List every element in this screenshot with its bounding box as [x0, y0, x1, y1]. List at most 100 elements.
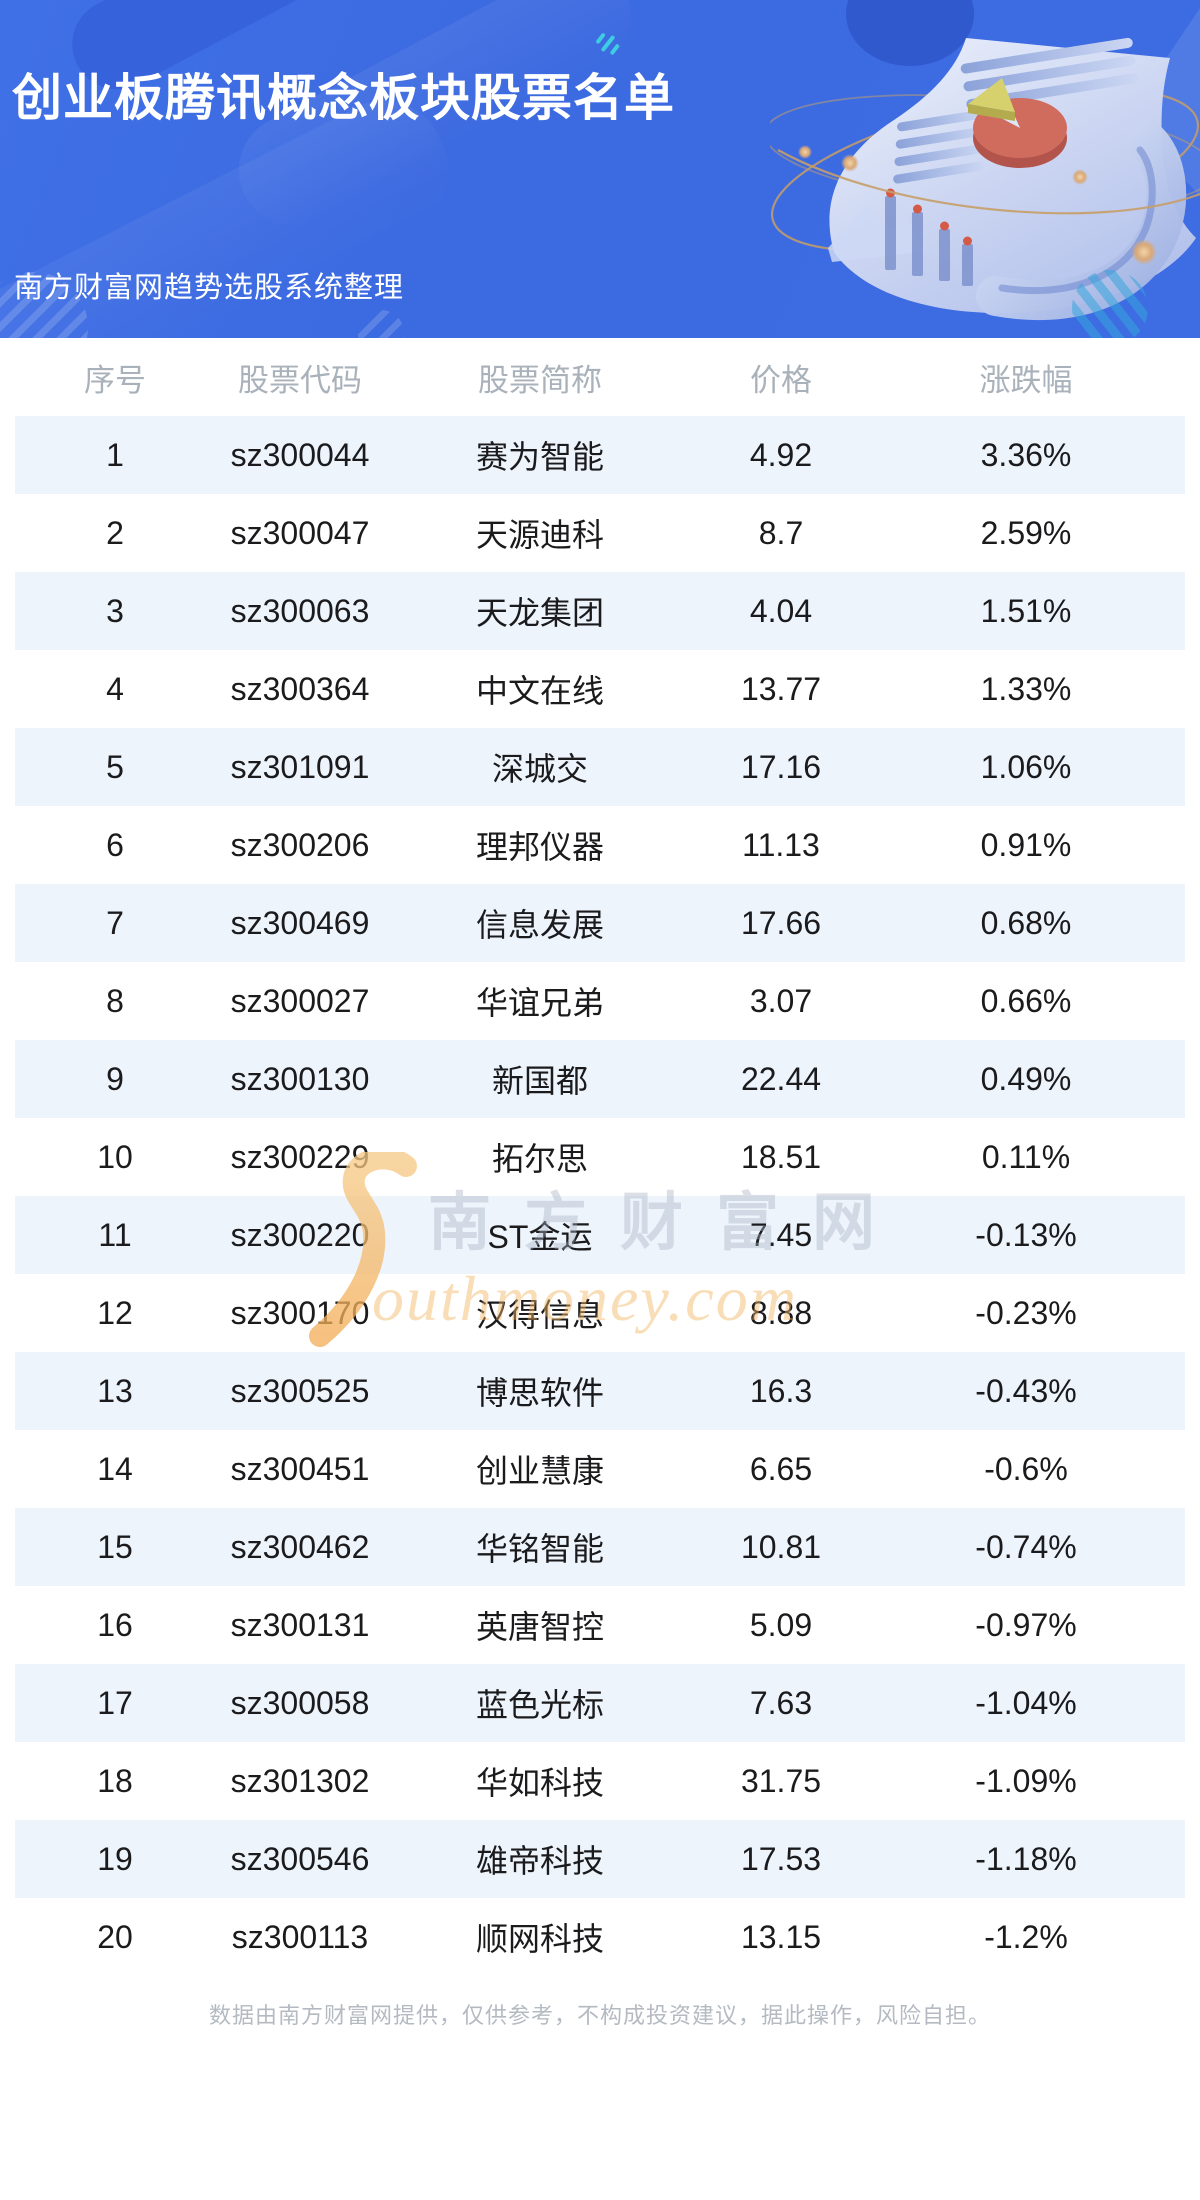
stock-name-cell: 华如科技: [475, 1765, 604, 1801]
stock-name-cell: 天龙集团: [475, 595, 604, 631]
stock-name-cell: 天源迪科: [475, 517, 604, 553]
price-cell: 31.75: [740, 1762, 822, 1799]
row-index-cell: 20: [97, 1918, 133, 1955]
row-index-cell: 12: [97, 1294, 133, 1331]
stock-code-cell: sz300130: [230, 1060, 370, 1097]
price-cell: 18.51: [740, 1138, 822, 1175]
stock-code-cell: sz300220: [230, 1216, 370, 1253]
table-row: 12 sz300170 汉得信息 8.88 -0.23%: [15, 1274, 1185, 1352]
page-title: 创业板腾讯概念板块股票名单: [12, 70, 675, 126]
light-wedge-decor: [1126, 8, 1200, 196]
price-cell: 16.3: [749, 1372, 813, 1409]
change-cell: -1.04%: [975, 1684, 1077, 1721]
table-row: 20 sz300113 顺网科技 13.15 -1.2%: [15, 1898, 1185, 1976]
table-header-row: 序号 股票代码 股票简称 价格 涨跌幅: [15, 338, 1185, 416]
column-header-name: 股票简称: [478, 362, 602, 398]
column-header-code: 股票代码: [238, 362, 362, 398]
page-subtitle: 南方财富网趋势选股系统整理: [14, 272, 405, 304]
stock-code-cell: sz301091: [230, 748, 370, 785]
stock-name-cell: 博思软件: [475, 1375, 604, 1411]
change-cell: 3.36%: [980, 436, 1072, 473]
stock-code-cell: sz300206: [230, 826, 370, 863]
price-cell: 5.09: [749, 1606, 813, 1643]
stock-name-cell: 英唐智控: [475, 1609, 604, 1645]
row-index-cell: 9: [106, 1060, 124, 1097]
orbit-bead: [841, 154, 859, 172]
orbit-front-arc: [777, 149, 1200, 215]
table-row: 6 sz300206 理邦仪器 11.13 0.91%: [15, 806, 1185, 884]
price-cell: 4.92: [749, 436, 813, 473]
table-row: 16 sz300131 英唐智控 5.09 -0.97%: [15, 1586, 1185, 1664]
footer: 数据由南方财富网提供，仅供参考，不构成投资建议，据此操作，风险自担。: [0, 1998, 1200, 2030]
row-index-cell: 1: [106, 436, 124, 473]
price-cell: 4.04: [749, 592, 813, 629]
change-cell: -0.74%: [975, 1528, 1077, 1565]
price-cell: 11.13: [742, 826, 820, 863]
orbit-bead: [1131, 239, 1157, 265]
orbit-bead: [1072, 169, 1088, 185]
row-index-cell: 13: [97, 1372, 133, 1409]
table-row: 7 sz300469 信息发展 17.66 0.68%: [15, 884, 1185, 962]
pie-chart-icon: [968, 78, 1067, 168]
stock-name-cell: 拓尔思: [491, 1141, 588, 1177]
change-cell: 0.11%: [981, 1138, 1071, 1175]
stock-name-cell: 赛为智能: [475, 439, 604, 475]
document-icon: [828, 37, 1196, 321]
price-cell: 17.66: [740, 904, 822, 941]
table-row: 18 sz301302 华如科技 31.75 -1.09%: [15, 1742, 1185, 1820]
price-cell: 13.15: [740, 1918, 822, 1955]
table-body: 1 sz300044 赛为智能 4.92 3.36% 2 sz300047 天源迪科 8.7 2.…: [15, 416, 1185, 1976]
row-index-cell: 17: [97, 1684, 133, 1721]
stock-code-cell: sz300047: [230, 514, 370, 551]
change-cell: 1.33%: [980, 670, 1072, 707]
row-index-cell: 18: [97, 1762, 133, 1799]
price-cell: 17.16: [740, 748, 822, 785]
stock-code-cell: sz300229: [230, 1138, 370, 1175]
change-cell: 0.49%: [980, 1060, 1072, 1097]
price-cell: 13.77: [740, 670, 822, 707]
stock-name-cell: 雄帝科技: [475, 1843, 604, 1879]
price-cell: 10.81: [740, 1528, 822, 1565]
change-cell: -1.2%: [984, 1918, 1068, 1955]
price-cell: 3.07: [749, 982, 813, 1019]
table-row: 17 sz300058 蓝色光标 7.63 -1.04%: [15, 1664, 1185, 1742]
stock-name-cell: 中文在线: [475, 673, 604, 709]
row-index-cell: 10: [97, 1138, 133, 1175]
price-cell: 17.53: [740, 1840, 822, 1877]
change-cell: -1.09%: [975, 1762, 1077, 1799]
row-index-cell: 7: [106, 904, 124, 941]
stock-code-cell: sz301302: [230, 1762, 370, 1799]
stock-code-cell: sz300364: [230, 670, 370, 707]
stock-code-cell: sz300469: [230, 904, 370, 941]
stock-name-cell: ST金运: [487, 1219, 593, 1255]
stock-code-cell: sz300027: [230, 982, 370, 1019]
stock-code-cell: sz300044: [230, 436, 370, 473]
change-cell: -0.97%: [975, 1606, 1077, 1643]
stock-code-cell: sz300451: [230, 1450, 370, 1487]
stock-code-cell: sz300131: [230, 1606, 370, 1643]
striped-circle-decor: [358, 310, 404, 338]
change-cell: -0.23%: [975, 1294, 1077, 1331]
stock-name-cell: 信息发展: [475, 907, 604, 943]
row-index-cell: 19: [97, 1840, 133, 1877]
stock-name-cell: 华谊兄弟: [475, 985, 604, 1021]
stock-name-cell: 蓝色光标: [475, 1687, 604, 1723]
blob-decor: [846, 0, 974, 66]
orbit-bead: [798, 145, 812, 159]
stock-code-cell: sz300546: [230, 1840, 370, 1877]
disclaimer-text: 数据由南方财富网提供，仅供参考，不构成投资建议，据此操作，风险自担。: [208, 2003, 991, 2028]
bar-chart-icon: [828, 188, 973, 286]
banner: 创业板腾讯概念板块股票名单 南方财富网趋势选股系统整理: [0, 0, 1200, 338]
table-row: 10 sz300229 拓尔思 18.51 0.11%: [15, 1118, 1185, 1196]
price-cell: 7.45: [749, 1216, 813, 1253]
price-cell: 8.7: [758, 514, 804, 551]
table-row: 19 sz300546 雄帝科技 17.53 -1.18%: [15, 1820, 1185, 1898]
row-index-cell: 4: [106, 670, 124, 707]
stock-code-cell: sz300063: [230, 592, 370, 629]
table-row: 15 sz300462 华铭智能 10.81 -0.74%: [15, 1508, 1185, 1586]
column-header-index: 序号: [84, 362, 146, 398]
stock-table: 序号 股票代码 股票简称 价格 涨跌幅 1 sz300044 赛为智能 4.92 3.3…: [15, 338, 1185, 1976]
price-cell: 8.88: [749, 1294, 813, 1331]
row-index-cell: 8: [106, 982, 124, 1019]
stock-name-cell: 华铭智能: [475, 1531, 604, 1567]
